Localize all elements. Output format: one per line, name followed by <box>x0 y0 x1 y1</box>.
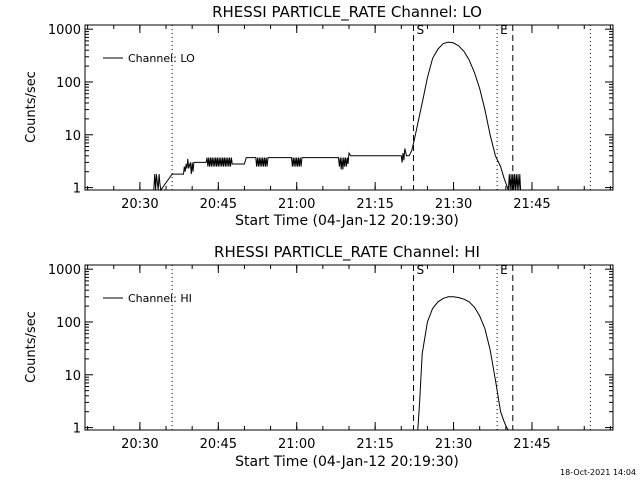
chart-panel-hi: RHESSI PARTICLE_RATE Channel: HI 1 10 100 1… <box>24 243 614 470</box>
marker-label: S <box>416 23 424 37</box>
series-line <box>417 296 509 431</box>
y-tick-label: 1 <box>73 422 81 437</box>
chart-panel-lo: RHESSI PARTICLE_RATE Channel: LO 1 10 100 1… <box>24 3 614 229</box>
y-tick-label: 1000 <box>48 263 81 278</box>
y-tick-label: 1000 <box>48 23 81 38</box>
x-tick-label: 20:45 <box>200 437 237 452</box>
y-axis-label: Counts/sec <box>24 311 39 383</box>
x-tick-label: 21:15 <box>356 197 393 212</box>
footer-timestamp: 18-Oct-2021 14:04 <box>560 468 636 477</box>
y-tick-label: 100 <box>56 76 81 91</box>
x-tick-label: 21:45 <box>513 197 550 212</box>
y-tick-label: 10 <box>64 369 81 384</box>
legend-label: Channel: HI <box>128 292 192 305</box>
x-tick-label: 21:15 <box>356 437 393 452</box>
x-tick-label: 20:30 <box>121 197 158 212</box>
legend-label: Channel: LO <box>128 52 195 65</box>
x-tick-label: 21:30 <box>435 437 472 452</box>
chart-title: RHESSI PARTICLE_RATE Channel: HI <box>214 243 480 262</box>
x-axis-label: Start Time (04-Jan-12 20:19:30) <box>235 213 459 229</box>
y-tick-label: 10 <box>64 129 81 144</box>
y-tick-label: 100 <box>56 316 81 331</box>
x-axis-label: Start Time (04-Jan-12 20:19:30) <box>235 454 459 470</box>
chart-title: RHESSI PARTICLE_RATE Channel: LO <box>212 3 482 22</box>
x-tick-label: 21:30 <box>435 197 472 212</box>
marker-label: E <box>500 263 508 277</box>
y-axis-label: Counts/sec <box>24 71 39 143</box>
marker-label: E <box>500 23 508 37</box>
series-line <box>153 41 522 192</box>
x-tick-label: 20:45 <box>200 197 237 212</box>
x-tick-label: 20:30 <box>121 437 158 452</box>
x-tick-label: 21:45 <box>513 437 550 452</box>
x-tick-label: 21:00 <box>278 437 315 452</box>
marker-label: S <box>416 263 424 277</box>
x-tick-label: 21:00 <box>278 197 315 212</box>
y-tick-label: 1 <box>73 182 81 197</box>
